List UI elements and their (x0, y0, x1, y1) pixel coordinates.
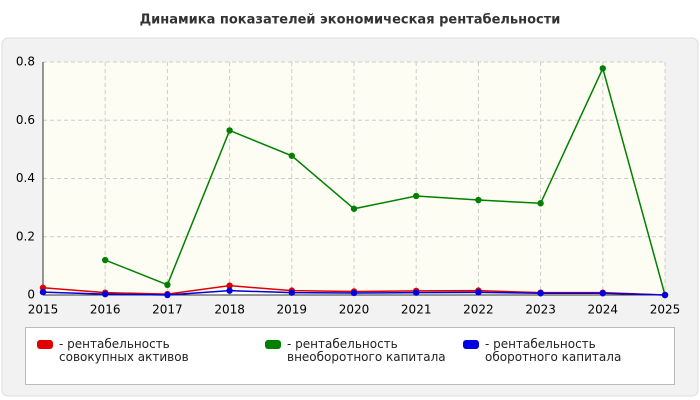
legend: - рентабельность совокупных активов - рен… (25, 327, 675, 385)
legend-label: рентабельность совокупных активов (59, 337, 189, 364)
legend-marker: - (59, 337, 64, 351)
legend-label: рентабельность внеоборотного капитала (287, 337, 446, 364)
legend-entry: - рентабельность внеоборотного капитала (265, 337, 447, 364)
data-point (537, 290, 544, 297)
data-point (164, 281, 171, 289)
y-tick-label: 0 (27, 288, 35, 302)
data-point (288, 289, 295, 296)
x-tick-label: 2022 (463, 303, 494, 317)
legend-label: рентабельность оборотного капитала (485, 337, 622, 364)
data-point (350, 289, 358, 297)
x-tick-label: 2015 (28, 303, 59, 317)
legend-entry: - рентабельность совокупных активов (37, 337, 244, 364)
x-tick-label: 2024 (588, 303, 619, 317)
data-point (475, 196, 482, 204)
data-point (226, 282, 233, 289)
x-tick-label: 2016 (90, 303, 121, 317)
data-point (226, 287, 233, 294)
y-tick-label: 0.4 (16, 171, 35, 185)
legend-marker: - (287, 337, 292, 351)
data-point (413, 289, 420, 296)
data-point (288, 152, 295, 159)
legend-swatch (265, 340, 281, 349)
legend-entry: - рентабельность оборотного капитала (463, 337, 670, 364)
data-point (350, 205, 358, 212)
data-point (102, 256, 109, 264)
series-line (104, 66, 666, 296)
data-point (475, 289, 482, 296)
data-point (661, 291, 669, 299)
data-point (537, 200, 544, 207)
data-point (39, 288, 47, 296)
x-tick-label: 2020 (339, 303, 370, 317)
legend-swatch (463, 340, 479, 349)
x-tick-label: 2017 (152, 303, 183, 317)
x-tick-label: 2019 (277, 303, 308, 317)
data-point (599, 65, 606, 72)
x-tick-label: 2018 (214, 303, 245, 317)
data-point (164, 291, 171, 299)
x-tick-label: 2023 (525, 303, 556, 317)
y-tick-label: 0.6 (16, 113, 35, 127)
x-tick-label: 2021 (401, 303, 432, 317)
x-tick-label: 2025 (650, 303, 681, 317)
data-point (599, 290, 606, 297)
chart-title: Динамика показателей экономическая рента… (140, 13, 561, 28)
data-point (413, 192, 420, 200)
data-point (102, 290, 109, 298)
legend-swatch (37, 340, 53, 349)
y-tick-label: 0.2 (16, 229, 35, 243)
y-tick-label: 0.8 (16, 55, 35, 69)
data-point (226, 127, 233, 134)
legend-marker: - (485, 337, 490, 351)
